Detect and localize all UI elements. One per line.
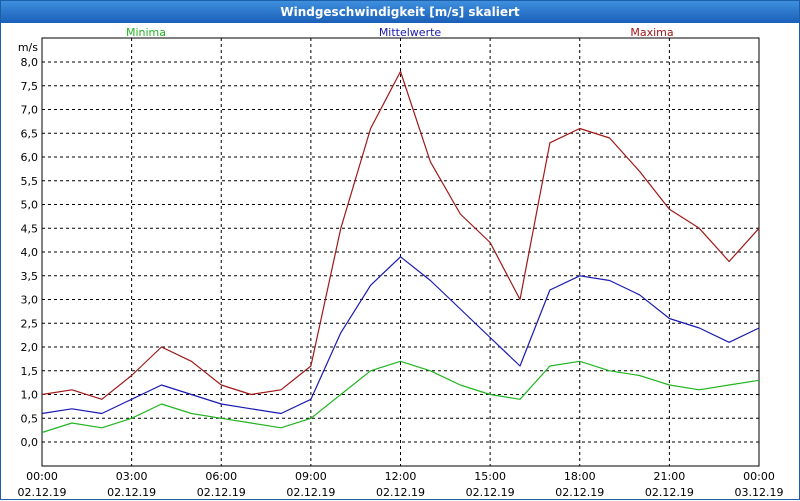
y-tick-label: 7,0	[21, 104, 39, 117]
y-tick-label: 6,5	[21, 127, 39, 140]
x-tick-time: 09:00	[295, 470, 327, 483]
y-tick-label: 3,5	[21, 270, 39, 283]
x-tick-time: 12:00	[385, 470, 417, 483]
y-tick-label: 4,0	[21, 246, 39, 259]
x-tick-date: 02.12.19	[18, 486, 67, 499]
x-tick-date: 02.12.19	[555, 486, 604, 499]
series-line-maxima	[41, 70, 760, 400]
x-tick-date: 02.12.19	[107, 486, 156, 499]
x-tick-time: 21:00	[654, 470, 686, 483]
x-tick-time: 00:00	[26, 470, 58, 483]
y-tick-label: 0,5	[21, 412, 39, 425]
legend-mittelwerte: Mittelwerte	[379, 26, 442, 39]
x-tick-time: 15:00	[474, 470, 506, 483]
y-tick-label: 5,0	[21, 199, 39, 212]
y-tick-label: 5,5	[21, 175, 39, 188]
y-tick-label: 3,0	[21, 294, 39, 307]
y-tick-label: 1,5	[21, 365, 39, 378]
x-tick-date: 02.12.19	[197, 486, 246, 499]
y-tick-label: 8,0	[21, 56, 39, 69]
x-tick-date: 02.12.19	[645, 486, 694, 499]
x-tick-date: 02.12.19	[376, 486, 425, 499]
x-tick-time: 06:00	[205, 470, 237, 483]
plot-frame	[41, 37, 760, 467]
y-tick-label: 7,5	[21, 80, 39, 93]
y-tick-label: 4,5	[21, 222, 39, 235]
x-tick-date: 02.12.19	[286, 486, 335, 499]
x-tick-date: 03.12.19	[735, 486, 784, 499]
legend-maxima: Maxima	[630, 26, 673, 39]
y-axis-label: m/s	[18, 41, 38, 54]
x-tick-time: 00:00	[743, 470, 775, 483]
y-tick-label: 6,0	[21, 151, 39, 164]
series-line-mittelwerte	[41, 256, 760, 415]
y-tick-label: 2,0	[21, 341, 39, 354]
series-line-minima	[41, 360, 760, 434]
x-tick-date: 02.12.19	[466, 486, 515, 499]
y-tick-label: 2,5	[21, 317, 39, 330]
legend-minima: Minima	[126, 26, 166, 39]
x-tick-time: 03:00	[116, 470, 148, 483]
y-tick-label: 0,0	[21, 436, 39, 449]
y-tick-label: 1,0	[21, 389, 39, 402]
x-tick-time: 18:00	[564, 470, 596, 483]
window-title: Windgeschwindigkeit [m/s] skaliert	[1, 1, 799, 23]
